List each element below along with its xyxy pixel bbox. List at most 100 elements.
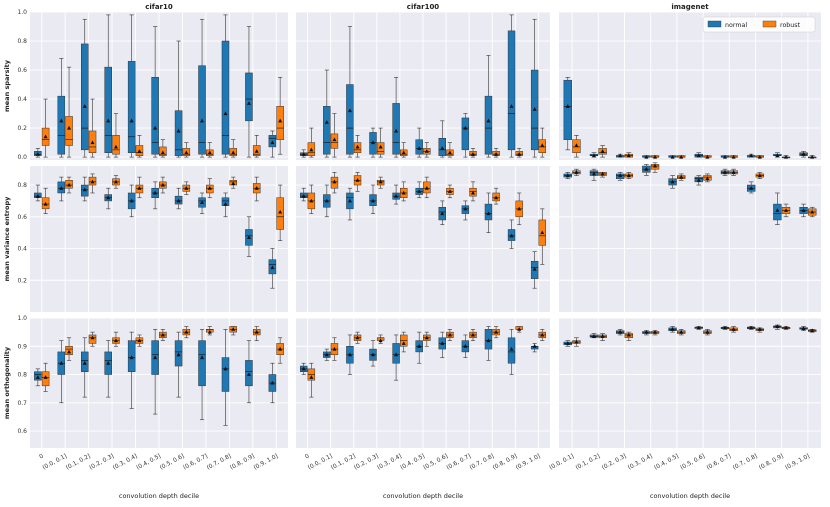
robust-box-mean-marker bbox=[810, 328, 815, 333]
normal-box-mean-marker bbox=[463, 125, 468, 130]
normal-box-mean-marker bbox=[394, 193, 399, 198]
x-tick-label: (0.4, 0.5] bbox=[653, 453, 679, 471]
y-axis-label: mean sparsity bbox=[3, 59, 11, 112]
normal-box-mean-marker bbox=[82, 361, 87, 365]
robust-box-mean-marker bbox=[137, 338, 142, 343]
normal-box-mean-marker bbox=[532, 266, 537, 271]
normal-box-mean-marker bbox=[59, 118, 64, 123]
normal-box-mean-marker bbox=[270, 140, 275, 145]
normal-box bbox=[198, 340, 206, 387]
x-tick-label: (0.1, 0.2] bbox=[65, 453, 91, 471]
normal-box-mean-marker bbox=[509, 233, 514, 238]
robust-box-mean-marker bbox=[679, 174, 684, 179]
robust-box-mean-marker bbox=[517, 327, 522, 331]
robust-box-mean-marker bbox=[254, 329, 259, 334]
y-tick-label: 0.0 bbox=[17, 154, 27, 161]
x-tick-label: (0.7, 0.8] bbox=[469, 453, 495, 471]
robust-box-mean-marker bbox=[254, 149, 259, 153]
x-tick-label: (0.2, 0.3] bbox=[89, 453, 115, 471]
robust-box-mean-marker bbox=[113, 179, 118, 184]
normal-box-mean-marker bbox=[82, 187, 87, 192]
legend-swatch-normal bbox=[707, 20, 722, 28]
robust-box-mean-marker bbox=[332, 137, 337, 142]
normal-box bbox=[198, 65, 206, 155]
x-axis-label: convolution depth decile bbox=[383, 492, 463, 500]
normal-box-mean-marker bbox=[270, 265, 275, 270]
robust-box-mean-marker bbox=[231, 181, 236, 185]
robust-box-mean-marker bbox=[43, 201, 48, 206]
normal-box-mean-marker bbox=[670, 179, 675, 184]
normal-box-mean-marker bbox=[371, 198, 376, 203]
normal-box-mean-marker bbox=[509, 346, 514, 351]
normal-box bbox=[221, 357, 230, 392]
robust-box-mean-marker bbox=[332, 346, 337, 351]
normal-box-mean-marker bbox=[301, 366, 306, 371]
x-tick-label: (0.7, 0.8] bbox=[206, 453, 232, 471]
normal-box-mean-marker bbox=[509, 104, 514, 108]
normal-box-mean-marker bbox=[670, 154, 675, 159]
x-tick-label: (0.2, 0.3] bbox=[601, 453, 627, 471]
normal-box-mean-marker bbox=[394, 352, 399, 357]
normal-box-mean-marker bbox=[532, 107, 537, 111]
normal-box-mean-marker bbox=[696, 325, 701, 330]
normal-box-mean-marker bbox=[176, 198, 181, 203]
normal-box bbox=[563, 79, 572, 140]
robust-box-mean-marker bbox=[90, 179, 95, 184]
x-tick-label: 0 bbox=[304, 453, 310, 460]
normal-box-mean-marker bbox=[749, 186, 754, 190]
normal-box-mean-marker bbox=[565, 341, 570, 345]
x-tick-label: (0.6, 0.7] bbox=[706, 453, 732, 471]
panel-background bbox=[559, 12, 821, 160]
robust-box-mean-marker bbox=[401, 341, 406, 345]
robust-box-mean-marker bbox=[254, 186, 259, 190]
robust-box-mean-marker bbox=[184, 329, 189, 334]
normal-box-mean-marker bbox=[200, 200, 205, 204]
normal-box-mean-marker bbox=[200, 118, 205, 123]
normal-box bbox=[151, 77, 159, 155]
y-tick-label: 0.6 bbox=[17, 428, 27, 435]
normal-box bbox=[245, 72, 253, 122]
normal-box-mean-marker bbox=[722, 325, 727, 330]
normal-box-mean-marker bbox=[696, 153, 701, 158]
x-tick-label: (0.0, 0.1] bbox=[42, 453, 68, 471]
y-tick-label: 0.4 bbox=[17, 246, 27, 253]
x-tick-label: (0.5, 0.6] bbox=[680, 453, 706, 471]
normal-box-mean-marker bbox=[129, 355, 134, 360]
normal-box-mean-marker bbox=[129, 198, 134, 203]
robust-box-mean-marker bbox=[626, 173, 631, 178]
normal-box-mean-marker bbox=[417, 146, 422, 150]
robust-box-mean-marker bbox=[401, 150, 406, 155]
normal-box-mean-marker bbox=[591, 153, 596, 158]
robust-box-mean-marker bbox=[517, 151, 522, 156]
normal-box-mean-marker bbox=[106, 195, 111, 200]
robust-box-mean-marker bbox=[705, 176, 710, 181]
y-tick-label: 0.8 bbox=[17, 372, 27, 379]
normal-box-mean-marker bbox=[618, 329, 623, 334]
x-tick-label: (0.6, 0.7] bbox=[446, 453, 472, 471]
robust-box-mean-marker bbox=[43, 375, 48, 379]
x-tick-label: (0.8, 0.9] bbox=[758, 453, 784, 471]
normal-box-mean-marker bbox=[347, 198, 352, 203]
normal-box-mean-marker bbox=[749, 325, 754, 330]
robust-box-mean-marker bbox=[90, 140, 95, 145]
robust-box-mean-marker bbox=[731, 327, 736, 331]
y-tick-label: 0.7 bbox=[17, 400, 27, 407]
robust-box-mean-marker bbox=[207, 150, 212, 155]
robust-box-mean-marker bbox=[309, 147, 314, 152]
normal-box-mean-marker bbox=[301, 193, 306, 198]
normal-box bbox=[461, 117, 470, 151]
robust-box-mean-marker bbox=[517, 206, 522, 211]
normal-box-mean-marker bbox=[347, 352, 352, 357]
normal-box bbox=[80, 43, 89, 151]
robust-box-mean-marker bbox=[424, 149, 429, 153]
normal-box-mean-marker bbox=[463, 344, 468, 348]
robust-box-mean-marker bbox=[574, 339, 579, 344]
robust-box-mean-marker bbox=[278, 346, 283, 351]
robust-box-mean-marker bbox=[424, 335, 429, 340]
x-tick-label: (0.5, 0.6] bbox=[159, 453, 185, 471]
robust-box-mean-marker bbox=[160, 150, 165, 155]
normal-box-mean-marker bbox=[532, 344, 537, 348]
legend-label-normal: normal bbox=[725, 22, 747, 29]
column-title-cifar100: cifar100 bbox=[407, 3, 440, 11]
normal-box-mean-marker bbox=[153, 125, 158, 130]
